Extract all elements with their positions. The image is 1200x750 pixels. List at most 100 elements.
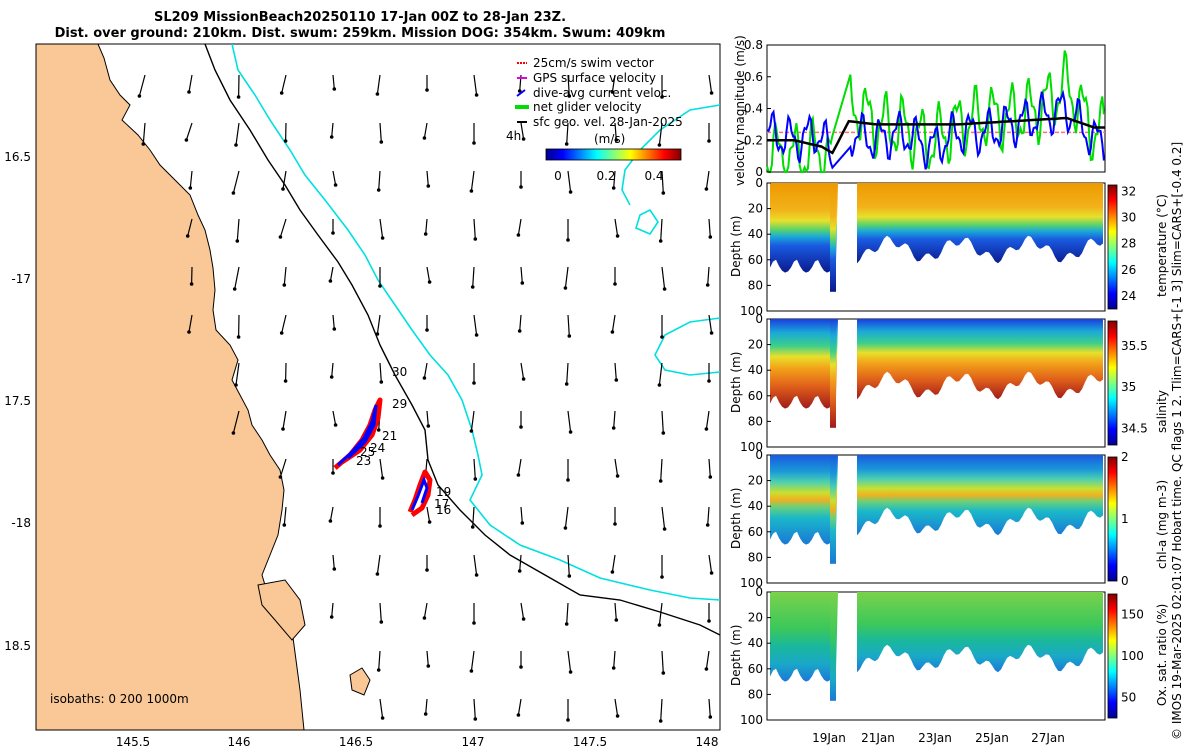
velocity-arrow	[473, 458, 478, 481]
map-x-tick: 146.5	[339, 735, 373, 749]
depth-tick: 0	[755, 585, 763, 599]
velocity-arrow	[708, 458, 713, 479]
map-x-tick: 147.5	[573, 735, 607, 749]
velocity-arrow	[516, 698, 522, 717]
velocity-arrow	[473, 314, 479, 337]
velocity-arrow	[563, 266, 569, 290]
velocity-arrow	[422, 122, 428, 140]
speed-colorbar	[545, 148, 682, 161]
velocity-arrow	[332, 410, 338, 427]
depth-tick: 80	[748, 687, 763, 701]
depth-tick: 60	[748, 662, 763, 676]
day-label: 29	[392, 397, 407, 411]
map-y-tick: 16.5	[4, 150, 31, 164]
velocity-arrow	[375, 74, 381, 96]
velocity-arrow	[332, 314, 337, 331]
colorbar-tick: 0	[554, 169, 562, 183]
velocity-arrow	[331, 219, 335, 235]
depth-ylabel: Depth (m)	[729, 625, 743, 686]
legend-entry: GPS surface velocity	[533, 71, 656, 85]
velocity-arrow	[282, 506, 287, 527]
colorbar-tick: 2	[1121, 450, 1129, 464]
velocity-arrow	[470, 506, 475, 529]
velocity-ylabel: velocity magnitude (m/s)	[733, 35, 747, 186]
map-x-tick: 148	[696, 735, 719, 749]
velocity-arrow	[231, 170, 240, 195]
velocity-arrow	[379, 458, 385, 480]
velocity-arrow	[425, 555, 429, 572]
depth-tick: 20	[748, 202, 763, 216]
velocity-series-line	[766, 50, 1105, 173]
velocity-series-line	[767, 116, 1105, 155]
title-line-2: Dist. over ground: 210km. Dist. swum: 25…	[54, 26, 666, 41]
velocity-arrow	[707, 603, 711, 623]
isobath-label: isobaths: 0 200 1000m	[50, 692, 189, 706]
velocity-arrow	[517, 554, 522, 573]
velocity-arrow	[328, 266, 334, 283]
map-x-tick: 145.5	[116, 735, 150, 749]
colorbar-tick: 34.5	[1121, 421, 1148, 435]
heatmap-field	[857, 183, 1103, 264]
heatmap-colorbar	[1107, 320, 1118, 446]
velocity-arrow	[613, 507, 617, 526]
heatmap-field	[857, 319, 1103, 400]
velocity-arrow	[236, 74, 241, 99]
velocity-arrow	[231, 410, 240, 435]
velocity-arrow	[610, 74, 616, 94]
velocity-arrow	[332, 170, 338, 187]
velocity-arrow	[234, 122, 240, 147]
velocity-arrow	[610, 554, 616, 574]
velocity-axes	[766, 44, 1106, 173]
dive-avg-current-track	[410, 475, 429, 511]
velocity-arrow	[610, 314, 616, 334]
velocity-arrow	[520, 602, 526, 621]
velocity-arrow	[234, 362, 240, 387]
depth-tick: 60	[748, 253, 763, 267]
velocity-arrow	[520, 362, 526, 381]
heatmap-field	[770, 319, 838, 409]
legend-entry: dive-avg current veloc.	[533, 86, 671, 100]
depth-tick: 100	[740, 576, 763, 590]
isobath-200m	[204, 44, 720, 636]
velocity-arrow	[564, 362, 569, 386]
velocity-arrow	[614, 602, 619, 622]
velocity-arrow	[332, 74, 337, 91]
time-tick: 19Jan	[812, 731, 846, 745]
velocity-arrow	[707, 123, 711, 143]
colorbar-tick: 24	[1121, 289, 1136, 303]
legend-entry: sfc geo. vel. 28-Jan-2025	[533, 115, 683, 129]
velocity-arrow	[375, 314, 381, 336]
velocity-arrow	[473, 218, 478, 241]
velocity-arrow	[185, 218, 193, 238]
velocity-arrow	[328, 506, 334, 523]
velocity-arrow	[708, 218, 713, 239]
heatmap-field	[770, 183, 838, 273]
depth-ylabel: Depth (m)	[729, 216, 743, 277]
velocity-arrow	[422, 362, 428, 380]
velocity-arrow	[472, 603, 476, 625]
velocity-arrow	[660, 75, 664, 99]
island	[349, 667, 371, 696]
velocity-arrow	[422, 602, 428, 620]
depth-tick: 0	[755, 448, 763, 462]
heatmap-field	[770, 592, 838, 682]
velocity-arrow	[426, 650, 431, 668]
velocity-arrow	[564, 122, 569, 146]
velocity-arrow	[189, 266, 194, 286]
velocity-arrow	[379, 698, 385, 720]
velocity-arrow	[567, 314, 572, 338]
velocity-arrow	[708, 314, 714, 335]
velocity-y-tick: 0.4	[744, 102, 763, 116]
depth-tick: 80	[748, 550, 763, 564]
velocity-arrow	[705, 266, 710, 287]
velocity-arrow	[469, 410, 475, 433]
depth-tick: 100	[740, 304, 763, 318]
velocity-arrow	[473, 74, 479, 97]
velocity-series-line	[766, 89, 1105, 170]
velocity-arrow	[661, 650, 666, 675]
colorbar-tick: 28	[1121, 237, 1136, 251]
velocity-arrow	[283, 122, 288, 143]
velocity-arrow	[379, 602, 384, 624]
